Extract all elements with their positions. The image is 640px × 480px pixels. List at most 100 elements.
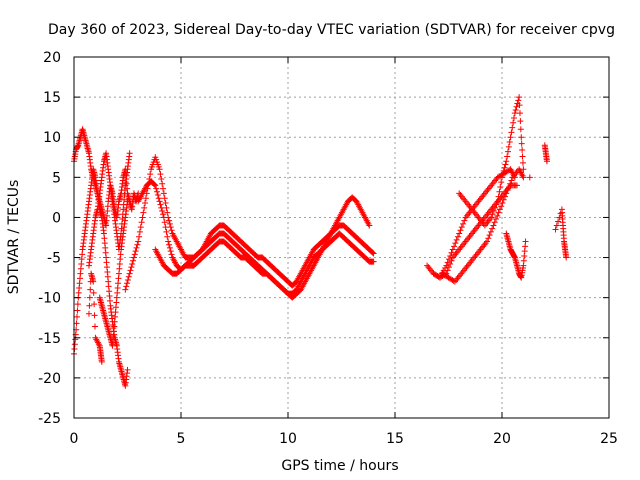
data-point [98, 358, 105, 365]
data-point [167, 248, 174, 255]
y-tick-label: -25 [38, 411, 61, 427]
y-axis-label: SDTVAR / TECUs [6, 180, 22, 295]
data-point [136, 228, 143, 235]
data-point [155, 195, 162, 202]
data-point [124, 198, 131, 205]
data-point [159, 180, 166, 187]
data-point [499, 174, 505, 181]
data-point [141, 204, 148, 211]
data-point [493, 216, 500, 223]
data-point [162, 200, 169, 207]
data-point [508, 177, 515, 184]
data-point [162, 224, 169, 231]
data-point [160, 185, 167, 192]
data-point [140, 209, 147, 216]
data-point [74, 301, 81, 308]
axis-ticks [73, 56, 610, 419]
data-point [369, 249, 376, 256]
y-tick-label: -10 [38, 291, 61, 307]
data-point [448, 257, 455, 264]
data-point [484, 238, 491, 245]
data-point [164, 209, 171, 216]
series-trace-h [503, 230, 529, 281]
data-point [122, 286, 129, 293]
data-point [158, 175, 165, 182]
data-point [161, 219, 168, 226]
data-point [123, 283, 130, 290]
data-point [130, 257, 137, 264]
data-point [489, 211, 496, 218]
data-point [520, 166, 527, 173]
data-point [165, 238, 172, 245]
data-point [490, 222, 497, 229]
data-point [503, 158, 510, 165]
data-point [543, 158, 550, 165]
data-point [458, 224, 465, 231]
data-point [444, 267, 451, 274]
data-point [136, 233, 143, 240]
data-point [91, 301, 98, 308]
data-point [160, 214, 167, 221]
series-trace-a [122, 154, 377, 293]
y-tick-label: 0 [52, 210, 61, 226]
y-tick-label: -5 [47, 251, 61, 267]
y-tick-label: 10 [43, 130, 61, 146]
data-point [495, 193, 502, 200]
data-point [73, 320, 80, 327]
data-point [492, 204, 499, 211]
data-point [517, 126, 524, 133]
data-point [460, 220, 467, 227]
data-point [142, 195, 149, 202]
data-point [366, 222, 373, 229]
data-point [168, 227, 175, 234]
data-point [154, 191, 161, 198]
data-point [370, 258, 377, 265]
data-point [157, 201, 164, 208]
data-point [445, 264, 452, 271]
data-point [501, 164, 508, 171]
data-point [151, 181, 158, 188]
data-point [496, 206, 503, 213]
data-point [91, 323, 98, 330]
data-point [519, 153, 526, 160]
data-point [516, 102, 523, 109]
data-point [518, 134, 525, 141]
series-early-trace-d [96, 198, 131, 349]
data-point [503, 190, 510, 197]
data-point [127, 267, 134, 274]
y-tick-label: 20 [43, 50, 61, 66]
data-point [498, 203, 505, 210]
data-point [500, 167, 507, 174]
data-point [166, 220, 173, 227]
chart-title: Day 360 of 2023, Sidereal Day-to-day VTE… [48, 22, 615, 38]
data-point [451, 243, 458, 250]
data-point [90, 278, 97, 285]
data-point [163, 204, 170, 211]
x-tick-label: 25 [600, 431, 618, 447]
data-point [163, 228, 170, 235]
data-point [159, 208, 166, 215]
data-point [168, 251, 175, 258]
data-point [130, 254, 137, 261]
data-point [518, 140, 525, 147]
data-point [86, 302, 93, 309]
data-point [504, 148, 511, 155]
data-point [499, 171, 506, 178]
data-point [152, 182, 159, 189]
data-point [519, 147, 526, 154]
data-point [488, 214, 495, 221]
data-point [490, 208, 497, 215]
x-tick-label: 5 [177, 431, 186, 447]
data-point [517, 118, 524, 125]
data-point [128, 264, 135, 271]
data-point [513, 182, 520, 189]
series-trace-f [439, 166, 527, 285]
data-point [509, 124, 516, 131]
data-point [126, 150, 133, 157]
data-point [496, 188, 503, 195]
data-point [158, 204, 165, 211]
data-point [126, 270, 133, 277]
data-point [167, 224, 174, 231]
data-point [522, 238, 529, 245]
data-point [494, 212, 501, 219]
